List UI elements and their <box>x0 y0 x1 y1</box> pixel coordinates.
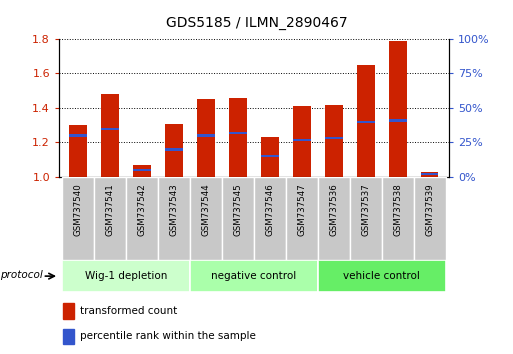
Text: percentile rank within the sample: percentile rank within the sample <box>81 331 256 341</box>
Bar <box>126 177 158 260</box>
Bar <box>325 137 343 139</box>
Text: GSM737545: GSM737545 <box>233 184 243 236</box>
Bar <box>190 177 222 260</box>
Bar <box>63 303 74 319</box>
Bar <box>382 177 413 260</box>
Text: GSM737543: GSM737543 <box>169 184 179 236</box>
Bar <box>350 177 382 260</box>
Text: GSM737541: GSM737541 <box>106 184 114 236</box>
Bar <box>165 124 183 177</box>
Bar <box>318 177 350 260</box>
Bar <box>197 99 215 177</box>
Text: GSM737540: GSM737540 <box>74 184 83 236</box>
Bar <box>133 165 151 177</box>
Bar <box>94 177 126 260</box>
Bar <box>318 260 446 292</box>
Text: Wig-1 depletion: Wig-1 depletion <box>85 271 167 281</box>
Text: GSM737538: GSM737538 <box>393 184 402 236</box>
Bar <box>286 177 318 260</box>
Bar <box>62 177 94 260</box>
Bar <box>357 65 374 177</box>
Text: negative control: negative control <box>211 271 297 281</box>
Bar <box>293 139 311 141</box>
Bar <box>261 137 279 177</box>
Bar <box>254 177 286 260</box>
Bar <box>413 177 446 260</box>
Text: vehicle control: vehicle control <box>343 271 420 281</box>
Text: GSM737539: GSM737539 <box>425 184 434 236</box>
Bar <box>229 132 247 134</box>
Bar <box>197 135 215 137</box>
Text: GSM737542: GSM737542 <box>137 184 147 236</box>
Bar <box>133 169 151 171</box>
Bar <box>102 127 119 130</box>
Bar <box>69 125 87 177</box>
Bar <box>293 106 311 177</box>
Text: protocol: protocol <box>0 269 43 280</box>
Bar <box>389 119 406 121</box>
Bar <box>222 177 254 260</box>
Text: transformed count: transformed count <box>81 306 177 316</box>
Bar <box>190 260 318 292</box>
Bar <box>63 329 74 344</box>
Bar <box>165 148 183 150</box>
Bar <box>421 172 439 177</box>
Bar <box>261 155 279 158</box>
Bar <box>158 177 190 260</box>
Text: GSM737537: GSM737537 <box>361 184 370 236</box>
Text: GSM737536: GSM737536 <box>329 184 339 236</box>
Bar <box>69 135 87 137</box>
Bar <box>357 121 374 123</box>
Bar <box>229 98 247 177</box>
Bar <box>62 260 190 292</box>
Bar <box>102 94 119 177</box>
Bar <box>389 41 406 177</box>
Bar <box>421 173 439 175</box>
Text: GSM737546: GSM737546 <box>265 184 274 236</box>
Text: GSM737547: GSM737547 <box>298 184 306 236</box>
Bar <box>325 104 343 177</box>
Text: GSM737544: GSM737544 <box>202 184 210 236</box>
Text: GDS5185 / ILMN_2890467: GDS5185 / ILMN_2890467 <box>166 16 347 30</box>
